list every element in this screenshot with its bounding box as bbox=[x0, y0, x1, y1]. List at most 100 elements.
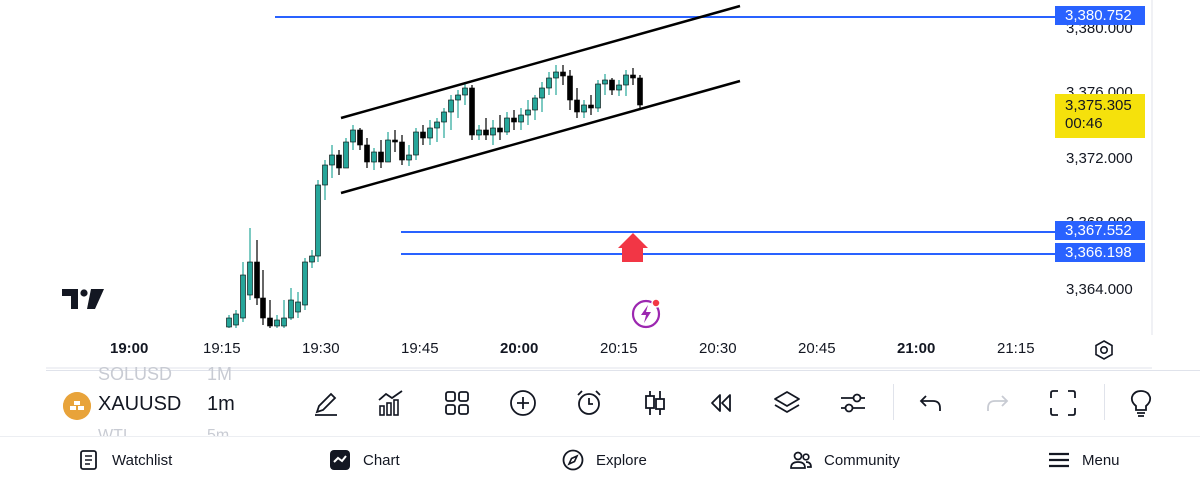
price-axis-label: 3,372.000 bbox=[1066, 150, 1133, 167]
candle-body bbox=[539, 87, 545, 99]
candle-body bbox=[462, 87, 468, 96]
indicators-icon bbox=[378, 390, 403, 416]
previous-interval[interactable]: 1M bbox=[207, 364, 233, 384]
candle-body bbox=[413, 131, 419, 156]
candle-body bbox=[616, 84, 622, 91]
previous-symbol[interactable]: SOLUSD bbox=[98, 364, 173, 384]
candle-body bbox=[385, 139, 391, 163]
candle-body bbox=[322, 164, 328, 186]
nav-community-label: Community bbox=[824, 452, 900, 469]
candle-body bbox=[623, 74, 629, 86]
candle-body bbox=[441, 111, 447, 123]
candle-type-icon bbox=[645, 391, 665, 415]
redo-button[interactable] bbox=[982, 388, 1012, 418]
fullscreen-button[interactable] bbox=[1048, 388, 1078, 418]
candle-body bbox=[260, 297, 266, 319]
nav-explore-label: Explore bbox=[596, 452, 647, 469]
replay-button[interactable] bbox=[706, 388, 736, 418]
chart-settings-icon[interactable] bbox=[1092, 338, 1116, 362]
drawing-tool-button[interactable] bbox=[311, 388, 341, 418]
candle-body bbox=[226, 317, 232, 328]
candle-body bbox=[497, 127, 503, 133]
candle-body bbox=[553, 71, 559, 79]
undo-icon bbox=[919, 395, 941, 411]
time-axis-label: 19:00 bbox=[110, 340, 149, 357]
fullscreen-icon bbox=[1050, 390, 1076, 416]
candle-body bbox=[378, 151, 384, 163]
candle-body bbox=[392, 139, 398, 143]
time-axis-label: 21:00 bbox=[897, 340, 936, 357]
candlestick-chart[interactable] bbox=[0, 0, 1200, 370]
price-axis-label: 3,364.000 bbox=[1066, 281, 1133, 298]
candle-body bbox=[455, 94, 461, 101]
candle-body bbox=[274, 319, 280, 327]
ideas-button[interactable] bbox=[1126, 388, 1156, 418]
candle-body bbox=[518, 114, 524, 123]
candle-body bbox=[399, 141, 405, 161]
watchlist-icon bbox=[80, 450, 97, 470]
candle-body bbox=[420, 131, 426, 139]
time-axis-label: 20:45 bbox=[798, 340, 836, 357]
candle-body bbox=[504, 117, 510, 133]
chart-icon bbox=[330, 450, 350, 470]
add-icon bbox=[510, 390, 536, 416]
bottom-toolbar bbox=[46, 370, 1200, 437]
candle-body bbox=[336, 154, 342, 169]
tradingview-logo bbox=[62, 289, 104, 309]
object-tree-button[interactable] bbox=[772, 388, 802, 418]
community-icon bbox=[790, 451, 812, 469]
candle-body bbox=[476, 129, 482, 136]
time-axis-label: 19:30 bbox=[302, 340, 340, 357]
toolbar-divider bbox=[1104, 384, 1105, 420]
candle-body bbox=[233, 313, 239, 326]
chart-type-button[interactable] bbox=[640, 388, 670, 418]
trend-line-lower bbox=[340, 79, 741, 195]
time-axis-label: 19:45 bbox=[401, 340, 439, 357]
layers-icon bbox=[774, 391, 800, 413]
candle-body bbox=[511, 117, 517, 123]
idea-bulb-icon bbox=[1130, 390, 1152, 417]
candle-body bbox=[267, 317, 273, 327]
candle-body bbox=[350, 129, 356, 143]
candle-body bbox=[309, 255, 315, 263]
nav-watchlist-label: Watchlist bbox=[112, 452, 173, 469]
current-price-tag: 3,375.305 00:46 bbox=[1055, 94, 1145, 138]
candle-body bbox=[595, 83, 601, 109]
candle-body bbox=[357, 129, 363, 146]
alarm-icon bbox=[577, 390, 601, 415]
candle-body bbox=[343, 141, 349, 169]
hamburger-menu-icon bbox=[1049, 452, 1069, 468]
interval-selector[interactable]: 1m bbox=[207, 393, 235, 415]
layout-button[interactable] bbox=[442, 388, 472, 418]
candle-body bbox=[254, 261, 260, 299]
compass-icon bbox=[562, 449, 584, 471]
candles-group bbox=[226, 65, 643, 328]
candle-body bbox=[483, 129, 489, 136]
candle-body bbox=[567, 75, 573, 101]
candle-body bbox=[329, 154, 335, 166]
add-button[interactable] bbox=[508, 388, 538, 418]
price-tag-upper: 3,380.752 bbox=[1055, 6, 1145, 25]
flash-news-icon[interactable] bbox=[630, 296, 664, 330]
undo-button[interactable] bbox=[916, 388, 946, 418]
candle-body bbox=[315, 184, 321, 257]
candle-body bbox=[371, 151, 377, 163]
pencil-icon bbox=[315, 392, 337, 416]
chart-properties-button[interactable] bbox=[838, 388, 868, 418]
bottom-navigation bbox=[0, 436, 1200, 486]
layout-grid-icon bbox=[445, 391, 469, 415]
candle-body bbox=[637, 77, 643, 106]
chart-area[interactable]: 3,380.000 3,376.000 3,372.000 3,368.000 … bbox=[0, 0, 1200, 370]
indicators-button[interactable] bbox=[376, 388, 406, 418]
candle-body bbox=[427, 127, 433, 139]
gold-symbol-icon[interactable] bbox=[63, 392, 91, 420]
nav-chart-label: Chart bbox=[363, 452, 400, 469]
candle-body bbox=[574, 99, 580, 113]
symbol-selector[interactable]: XAUUSD bbox=[98, 393, 182, 415]
candle-body bbox=[609, 79, 615, 91]
price-tag-lower-1: 3,367.552 bbox=[1055, 221, 1145, 240]
candle-body bbox=[588, 104, 594, 109]
candle-body bbox=[469, 87, 475, 136]
replay-icon bbox=[711, 394, 731, 412]
alert-button[interactable] bbox=[574, 388, 604, 418]
